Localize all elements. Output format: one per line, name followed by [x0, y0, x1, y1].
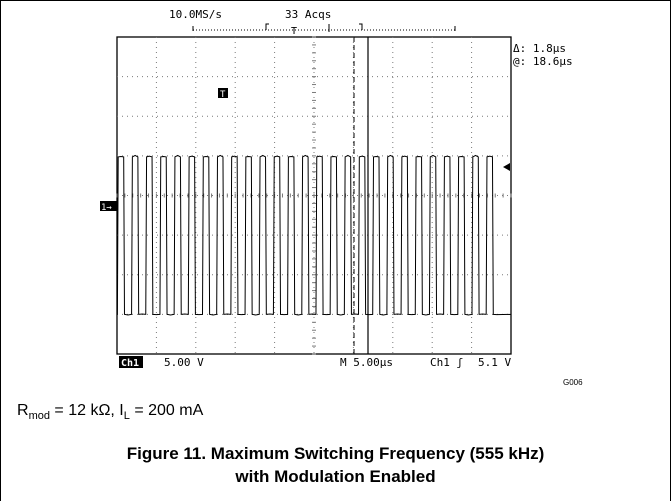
graticule-grid [116, 36, 512, 355]
ch1-trace [116, 154, 512, 316]
trigger-level-arrow [503, 163, 510, 171]
caption-line-2: with Modulation Enabled [235, 467, 436, 486]
acquisitions-label: 33 Acqs [285, 8, 332, 21]
test-conditions: Rmod = 12 kΩ, IL = 200 mA [17, 402, 204, 423]
record-window-indicator [192, 23, 456, 32]
record-trigger-marker: T [291, 26, 297, 37]
trigger-source-label: Ch1 ʃ [430, 356, 463, 369]
figure-id: G006 [563, 378, 583, 387]
ch1-label: Ch1 [121, 358, 139, 369]
cursor-delta-label: Δ: 1.8μs [513, 42, 566, 55]
timebase-label: M 5.00μs [340, 356, 393, 369]
sample-rate-label: 10.0MS/s [169, 8, 222, 21]
bottom-readout: Ch1 5.00 V M 5.00μs Ch1 ʃ 5.1 V [119, 356, 511, 369]
trigger-level-label: 5.1 V [478, 356, 511, 369]
ch1-ground-marker: 1→ [100, 201, 117, 213]
trigger-position-marker: T [218, 88, 228, 100]
figure-caption: Figure 11. Maximum Switching Frequency (… [0, 442, 671, 488]
caption-line-1: Figure 11. Maximum Switching Frequency (… [126, 444, 545, 463]
oscilloscope-display: T T 1→ Ch1 5.00 V M 5.00μs Ch1 ʃ 5.1 V [100, 23, 512, 369]
svg-text:T: T [220, 90, 226, 100]
cursor-position-label: @: 18.6μs [513, 55, 573, 68]
volts-per-div-label: 5.00 V [164, 356, 204, 369]
svg-text:1→: 1→ [101, 203, 112, 213]
